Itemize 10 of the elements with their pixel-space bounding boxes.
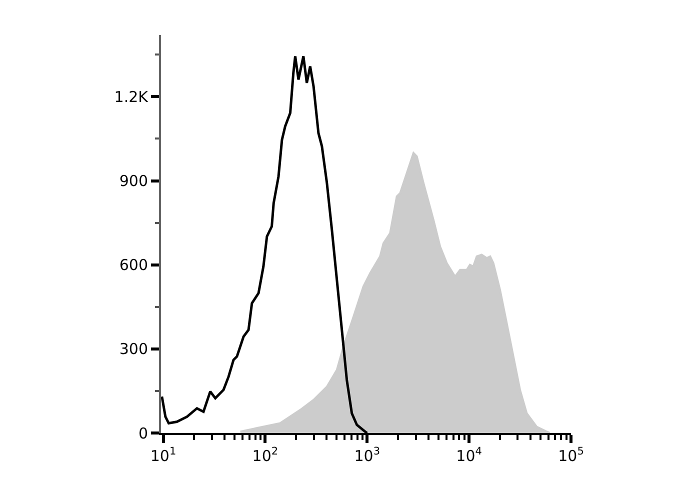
- y-tick-label: 1.2K: [114, 88, 150, 106]
- x-tick-label: 10$^{3}$: [354, 446, 380, 465]
- y-tick-label: 900: [119, 172, 148, 190]
- y-tick-label: 300: [119, 340, 148, 358]
- y-tick-label: 0: [138, 424, 148, 442]
- y-tick-label: 600: [119, 256, 148, 274]
- x-tick-label: 10$^{1}$: [150, 446, 176, 465]
- x-tick-label: 10$^{4}$: [456, 446, 482, 465]
- x-tick-label: 10$^{2}$: [252, 446, 278, 465]
- x-tick-label: 10$^{5}$: [558, 446, 584, 465]
